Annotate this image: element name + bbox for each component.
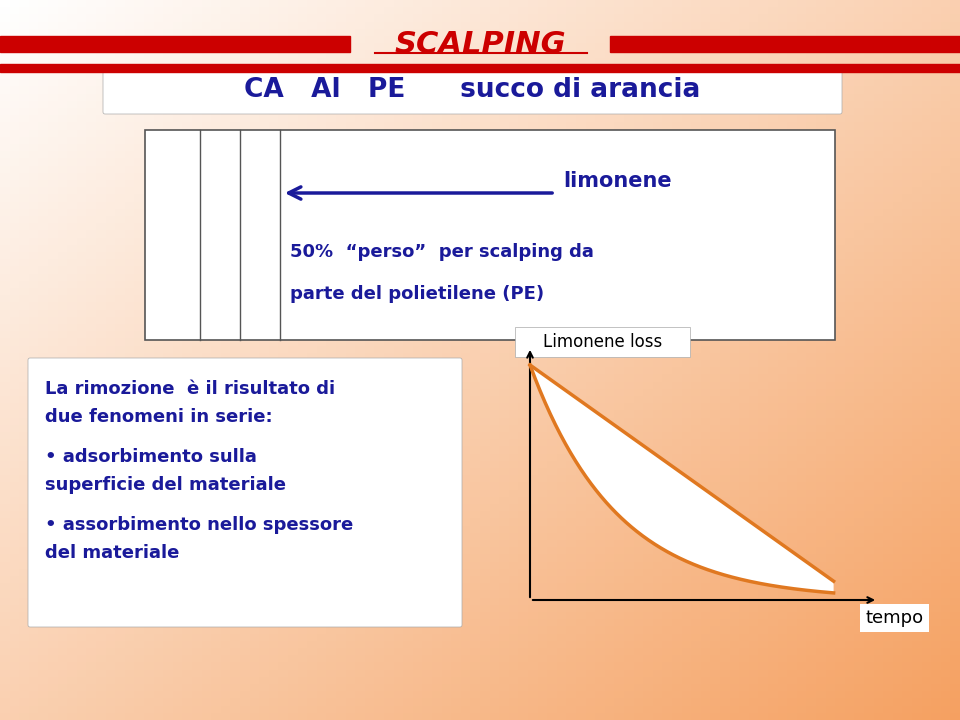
Text: CA   Al   PE      succo di arancia: CA Al PE succo di arancia	[244, 77, 701, 103]
Text: Limonene loss: Limonene loss	[542, 333, 662, 351]
Text: parte del polietilene (PE): parte del polietilene (PE)	[290, 285, 544, 303]
Bar	[610, 36, 960, 52]
Bar	[515, 327, 690, 357]
Text: 50%  “perso”  per scalping da: 50% “perso” per scalping da	[290, 243, 594, 261]
Polygon shape	[530, 365, 833, 593]
Bar	[0, 36, 350, 52]
Text: SCALPING: SCALPING	[395, 30, 565, 58]
Bar	[145, 130, 835, 340]
Text: La rimozione  è il risultato di: La rimozione è il risultato di	[45, 380, 335, 398]
FancyBboxPatch shape	[103, 66, 842, 114]
Text: tempo: tempo	[865, 609, 924, 627]
Text: del materiale: del materiale	[45, 544, 180, 562]
Bar	[0, 64, 960, 72]
Text: superficie del materiale: superficie del materiale	[45, 476, 286, 494]
FancyBboxPatch shape	[28, 358, 462, 627]
Text: limonene: limonene	[563, 171, 672, 191]
Text: • assorbimento nello spessore: • assorbimento nello spessore	[45, 516, 353, 534]
Text: due fenomeni in serie:: due fenomeni in serie:	[45, 408, 273, 426]
Text: • adsorbimento sulla: • adsorbimento sulla	[45, 448, 257, 466]
